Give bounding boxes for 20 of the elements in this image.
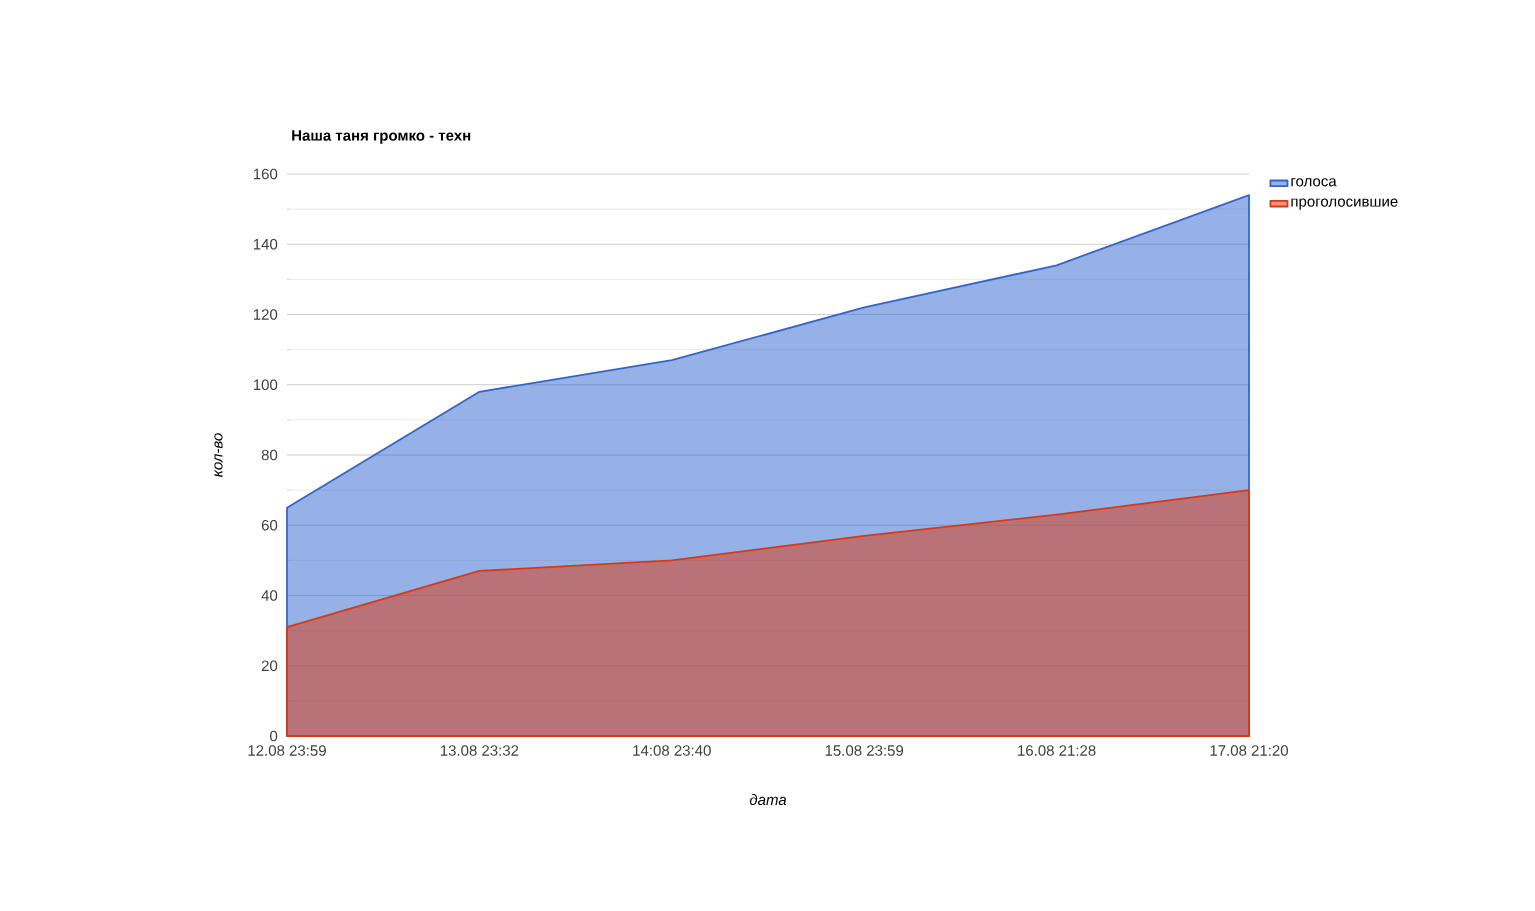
legend-label: проголосившие <box>1291 198 1398 210</box>
y-tick-label: 80 <box>261 449 278 461</box>
chart-title: Наша таня громко - техн <box>292 130 471 144</box>
y-tick-label: 0 <box>270 730 278 742</box>
legend-label: голоса <box>1291 178 1337 187</box>
x-tick-label: 17.08 21:20 <box>1210 745 1289 756</box>
x-tick-label: 12.08 23:59 <box>248 745 326 756</box>
y-tick-label: 160 <box>253 168 278 180</box>
x-axis-title: дата <box>749 794 787 806</box>
x-tick-label: 13.08 23:32 <box>440 745 519 756</box>
x-tick-label: 14:08 23:40 <box>633 745 711 756</box>
x-tick-label: 15.08 23:59 <box>825 745 904 756</box>
y-tick-label: 40 <box>261 590 278 601</box>
y-tick-label: 140 <box>253 238 278 250</box>
y-tick-label: 120 <box>253 309 278 320</box>
y-axis-title: кол-во <box>214 433 223 477</box>
y-tick-label: 20 <box>261 660 278 672</box>
y-tick-label: 60 <box>261 519 278 531</box>
y-tick-label: 100 <box>253 379 278 391</box>
x-tick-label: 16.08 21:28 <box>1018 745 1096 756</box>
